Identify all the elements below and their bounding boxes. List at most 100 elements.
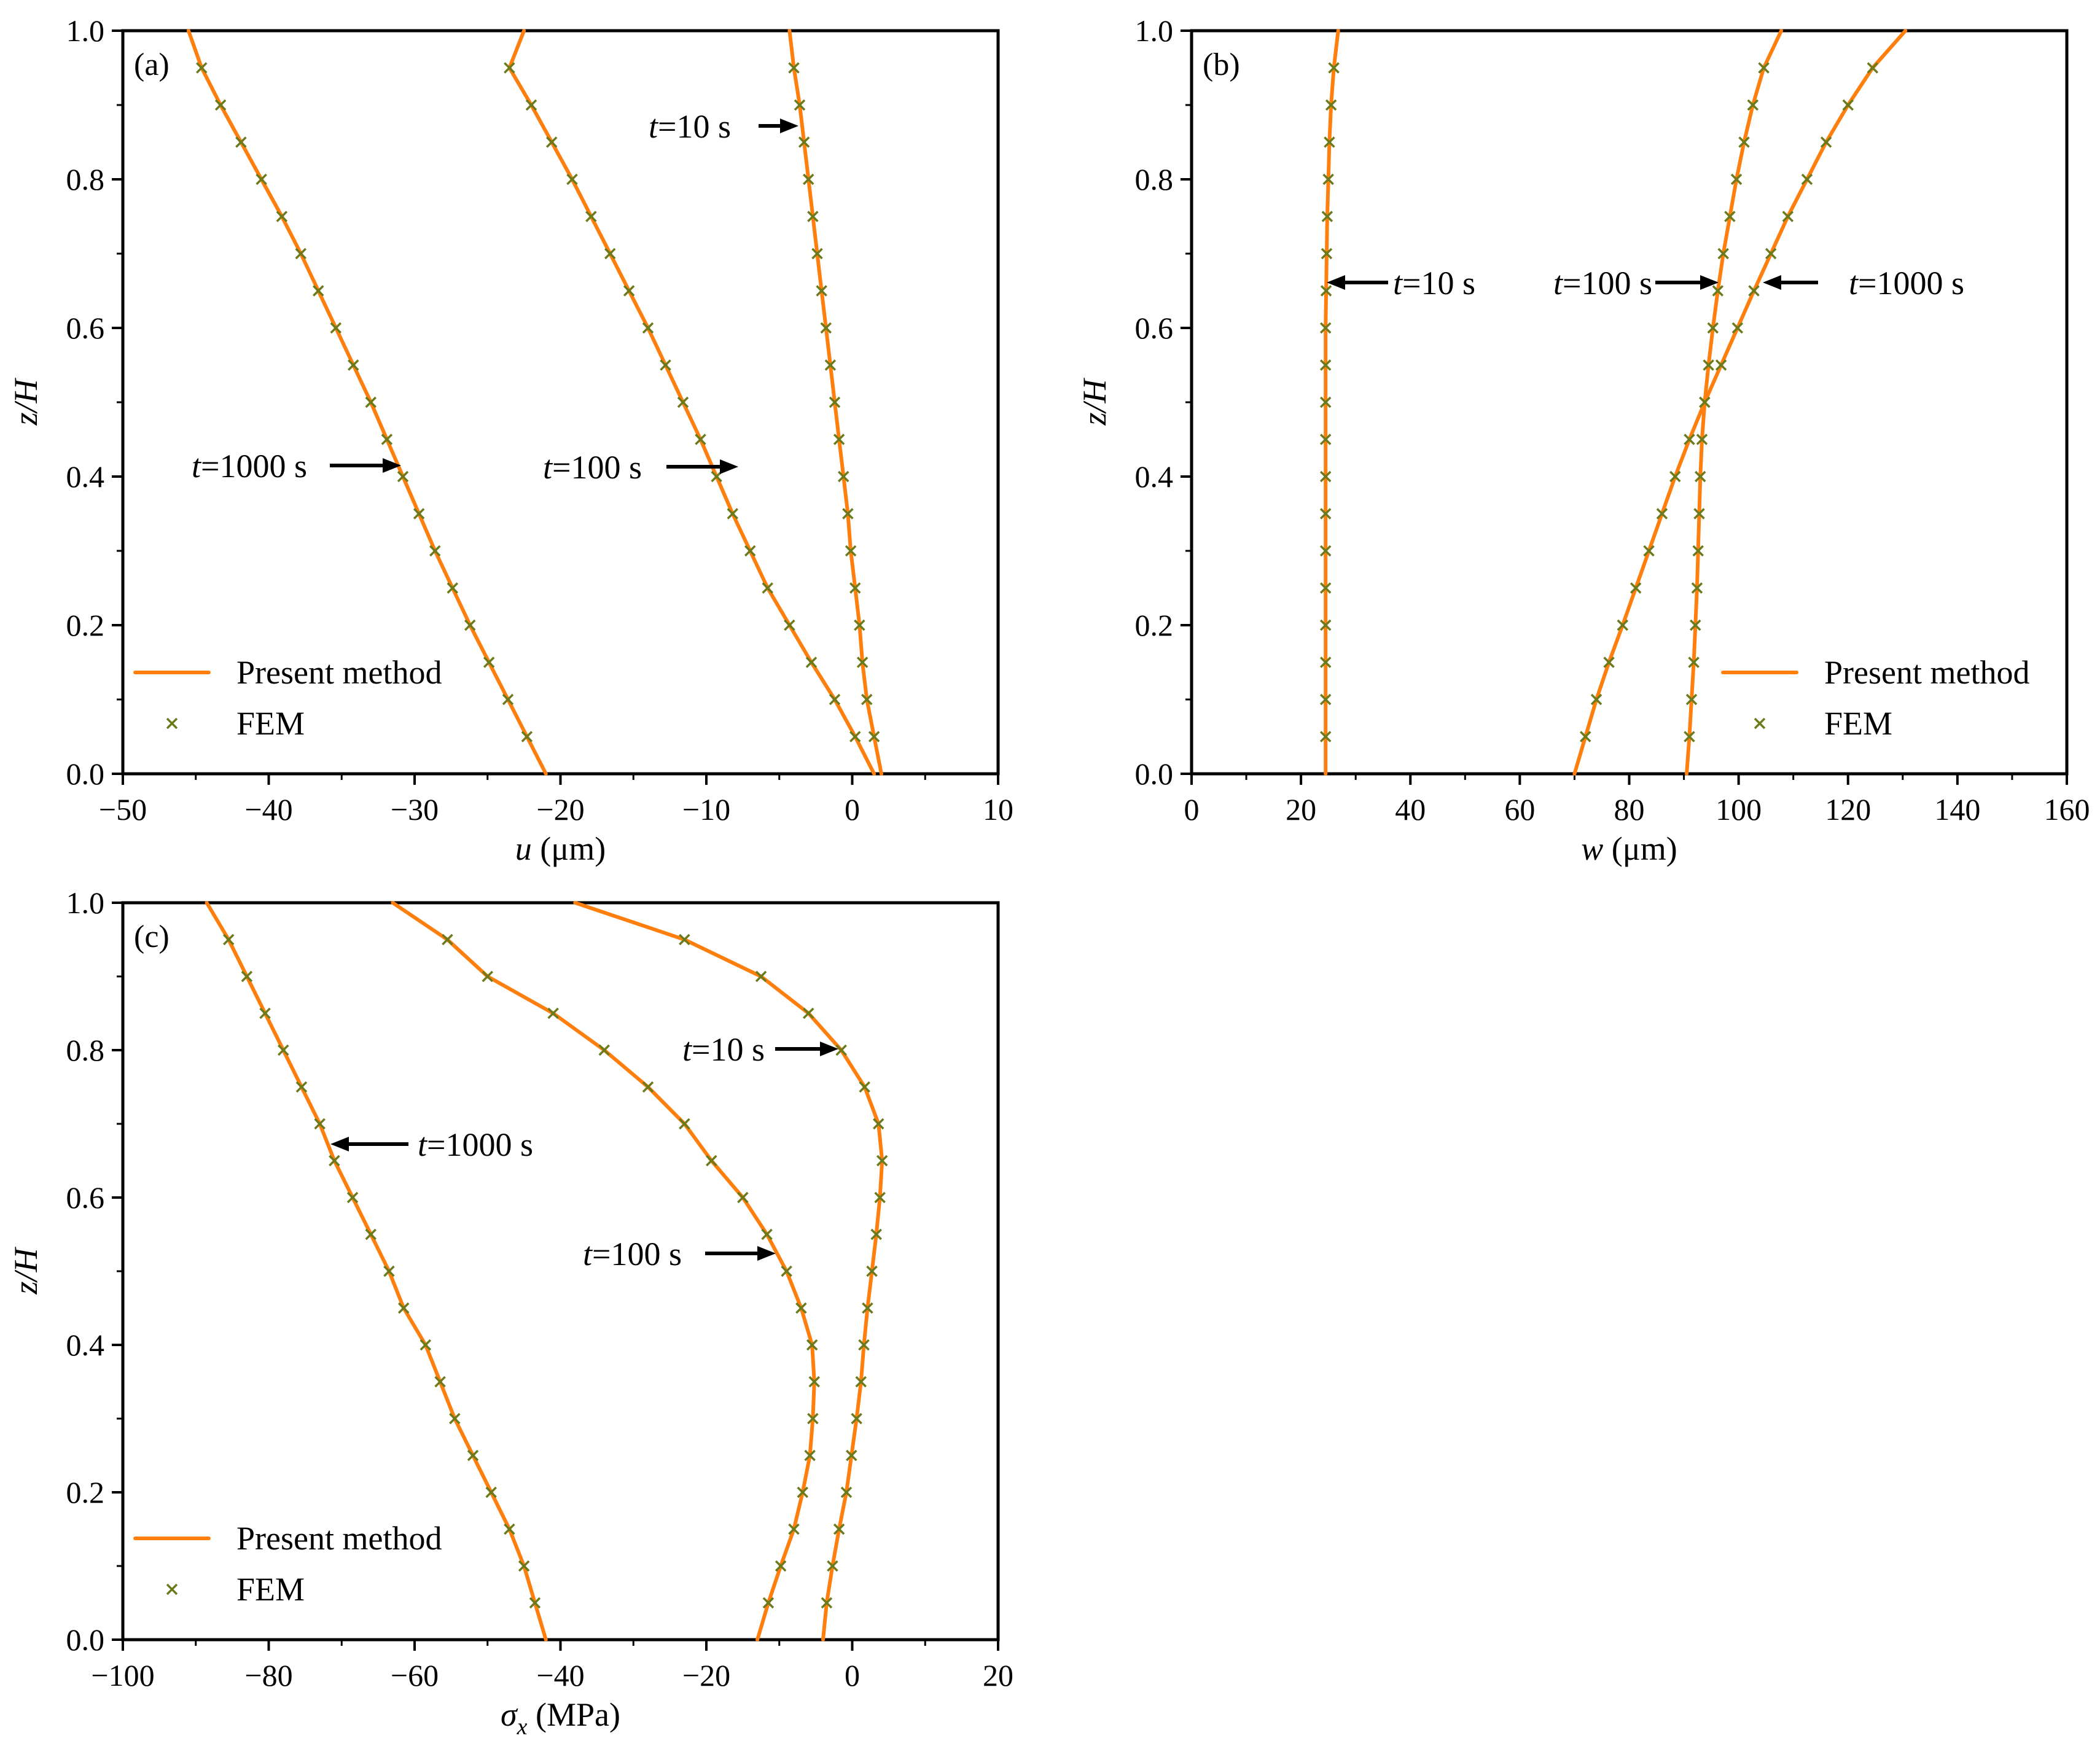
x-axis-variable: σ xyxy=(501,1696,518,1733)
fem-point xyxy=(256,173,267,185)
fem-point xyxy=(467,1449,479,1462)
fem-point xyxy=(1691,582,1703,594)
fem-point xyxy=(1324,136,1335,148)
fem-point xyxy=(482,970,493,983)
fem-point xyxy=(1319,359,1332,371)
fem-point xyxy=(1325,99,1337,111)
x-tick-label: 120 xyxy=(1825,792,1871,827)
x-axis-subscript: x xyxy=(517,1714,528,1740)
fem-point xyxy=(1730,173,1743,185)
fem-point xyxy=(348,359,359,371)
fem-point xyxy=(196,62,208,74)
fem-point xyxy=(1643,545,1655,557)
annotation-time-var: t xyxy=(649,108,659,145)
fem-point xyxy=(876,1155,888,1167)
fem-point xyxy=(737,1191,749,1204)
legend-fem-swatch xyxy=(166,1583,178,1595)
x-axis-unit: (μm) xyxy=(1603,830,1677,867)
annotation-time-value: =100 s xyxy=(592,1236,682,1272)
annotation-label: t=100 s xyxy=(583,1236,682,1272)
x-tick-label: −20 xyxy=(682,1658,730,1693)
legend-present-method-label: Present method xyxy=(1824,654,2029,691)
x-tick-label: 0 xyxy=(1184,792,1200,827)
fem-point xyxy=(1748,285,1760,297)
y-tick-label: 0.4 xyxy=(66,1328,105,1362)
fem-point xyxy=(794,99,806,111)
y-tick-label: 0.2 xyxy=(1135,608,1174,642)
fem-point xyxy=(1738,136,1750,148)
x-tick-label: 20 xyxy=(1286,792,1316,827)
fem-point xyxy=(313,285,324,297)
annotation-arrowhead xyxy=(330,1137,349,1151)
x-tick-label: −50 xyxy=(99,792,147,827)
fem-point xyxy=(420,1339,432,1351)
fem-point xyxy=(874,1191,886,1204)
fem-point xyxy=(1690,619,1701,631)
fem-point xyxy=(781,1265,792,1277)
fem-point xyxy=(827,1560,838,1572)
annotation-time-value: =10 s xyxy=(658,108,731,145)
y-tick-label: 0.6 xyxy=(66,1180,105,1215)
fem-point xyxy=(824,359,837,371)
y-tick-label: 0.8 xyxy=(1135,162,1174,197)
fem-point xyxy=(1685,693,1698,706)
fem-point xyxy=(295,1081,308,1093)
fem-point xyxy=(330,322,342,334)
legend-fem-label: FEM xyxy=(236,1571,305,1608)
fem-point xyxy=(464,619,476,631)
annotation-arrowhead xyxy=(780,119,798,133)
fem-point xyxy=(677,396,689,408)
fem-point xyxy=(833,1523,845,1535)
annotation-time-var: t xyxy=(1393,265,1403,302)
fem-point xyxy=(833,434,845,445)
series-line-t-10-s xyxy=(1324,29,1340,776)
y-tick-label: 0.4 xyxy=(66,459,105,494)
annotation-arrowhead xyxy=(383,458,401,473)
fem-point xyxy=(806,1339,818,1351)
panel-c-chart: −100 −80 −60 −40 −20 0 20 0.0 0.2 0.4 0.6 0.8 1.0 (c)… xyxy=(7,886,1013,1740)
fem-point xyxy=(849,731,861,742)
fem-point xyxy=(1692,545,1704,557)
x-tick-label: 40 xyxy=(1395,792,1426,827)
fem-point xyxy=(835,1044,847,1056)
y-axis-title: z/H xyxy=(7,1246,44,1295)
annotation-time-value: =1000 s xyxy=(427,1126,533,1163)
fem-point xyxy=(259,1007,271,1019)
annotation-time-var: t xyxy=(583,1236,593,1272)
fem-point xyxy=(278,1044,289,1056)
x-axis-unit: (MPa) xyxy=(528,1696,620,1733)
panel-label: (a) xyxy=(134,47,170,82)
fem-point xyxy=(784,619,795,631)
panel-label: (b) xyxy=(1203,47,1240,82)
fem-point xyxy=(1319,434,1332,445)
y-tick-label: 0.6 xyxy=(1135,311,1174,345)
legend-fem-swatch xyxy=(166,717,178,730)
fem-point xyxy=(642,322,654,334)
y-axis-title: z/H xyxy=(1076,377,1113,426)
fem-point xyxy=(1782,211,1794,222)
fem-point xyxy=(851,1412,862,1425)
fem-point xyxy=(483,656,495,668)
annotation-label: t=100 s xyxy=(543,449,642,486)
x-axis-unit: (μm) xyxy=(532,830,606,867)
fem-point xyxy=(1703,359,1714,371)
fem-point xyxy=(1319,545,1332,557)
fem-point xyxy=(623,285,635,297)
fem-point xyxy=(429,545,441,557)
fem-point xyxy=(711,470,722,483)
annotation-label: t=10 s xyxy=(1393,265,1475,302)
annotation-time-value: =10 s xyxy=(692,1031,765,1068)
fem-point xyxy=(679,933,690,946)
y-tick-label: 1.0 xyxy=(66,886,105,920)
fem-point xyxy=(840,1486,853,1498)
fem-point xyxy=(1319,322,1332,334)
fem-point xyxy=(1319,656,1332,668)
fem-point xyxy=(795,1302,807,1314)
fem-point xyxy=(829,396,841,408)
annotation-arrowhead xyxy=(757,1246,776,1261)
fem-point xyxy=(1319,470,1332,483)
fem-point xyxy=(1669,470,1681,483)
annotation-label: t=100 s xyxy=(1553,265,1652,302)
x-tick-label: 60 xyxy=(1504,792,1535,827)
fem-point xyxy=(585,211,597,222)
